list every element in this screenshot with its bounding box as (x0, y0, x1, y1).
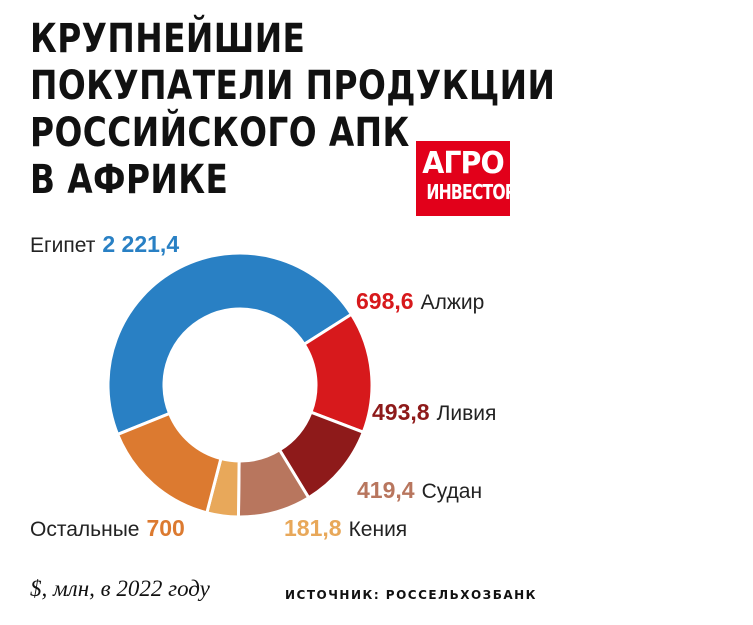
label-libya: 493,8 Ливия (372, 399, 496, 425)
logo-line-2: ИНВЕСТОР (426, 180, 510, 204)
title-line-4: В АФРИКЕ (30, 157, 229, 203)
slice-egypt (106, 251, 354, 437)
label-name-kenya: Кения (349, 518, 408, 541)
label-value-kenya: 181,8 (284, 515, 342, 541)
title-line-2: ПОКУПАТЕЛИ ПРОДУКЦИИ (30, 63, 556, 109)
chart-title: КРУПНЕЙШИЕ ПОКУПАТЕЛИ ПРОДУКЦИИ РОССИЙСК… (30, 16, 555, 204)
label-name-libya: Ливия (437, 402, 497, 425)
label-name-algeria: Алжир (421, 291, 485, 314)
label-value-algeria: 698,6 (356, 288, 414, 314)
title-line-1: КРУПНЕЙШИЕ (30, 16, 306, 62)
logo-line-1: АГРО (422, 146, 504, 181)
label-kenya: 181,8 Кения (284, 515, 407, 541)
slice-others (115, 411, 223, 515)
label-egypt: Египет 2 221,4 (30, 231, 179, 257)
label-algeria: 698,6 Алжир (356, 288, 484, 314)
label-sudan: 419,4 Судан (357, 477, 482, 503)
label-name-sudan: Судан (422, 480, 483, 503)
label-value-egypt: 2 221,4 (102, 231, 179, 257)
label-value-sudan: 419,4 (357, 477, 415, 503)
label-value-libya: 493,8 (372, 399, 430, 425)
label-name-others: Остальные (30, 518, 139, 541)
label-others: Остальные 700 (30, 515, 185, 541)
footnote: $, млн, в 2022 году (30, 576, 210, 601)
agroinvestor-logo: АГРО ИНВЕСТОР (416, 141, 510, 216)
source-label: ИСТОЧНИК: РОССЕЛЬХОЗБАНК (285, 588, 537, 602)
label-name-egypt: Египет (30, 234, 96, 257)
title-line-3: РОССИЙСКОГО АПК (30, 110, 410, 156)
label-value-others: 700 (146, 515, 184, 541)
